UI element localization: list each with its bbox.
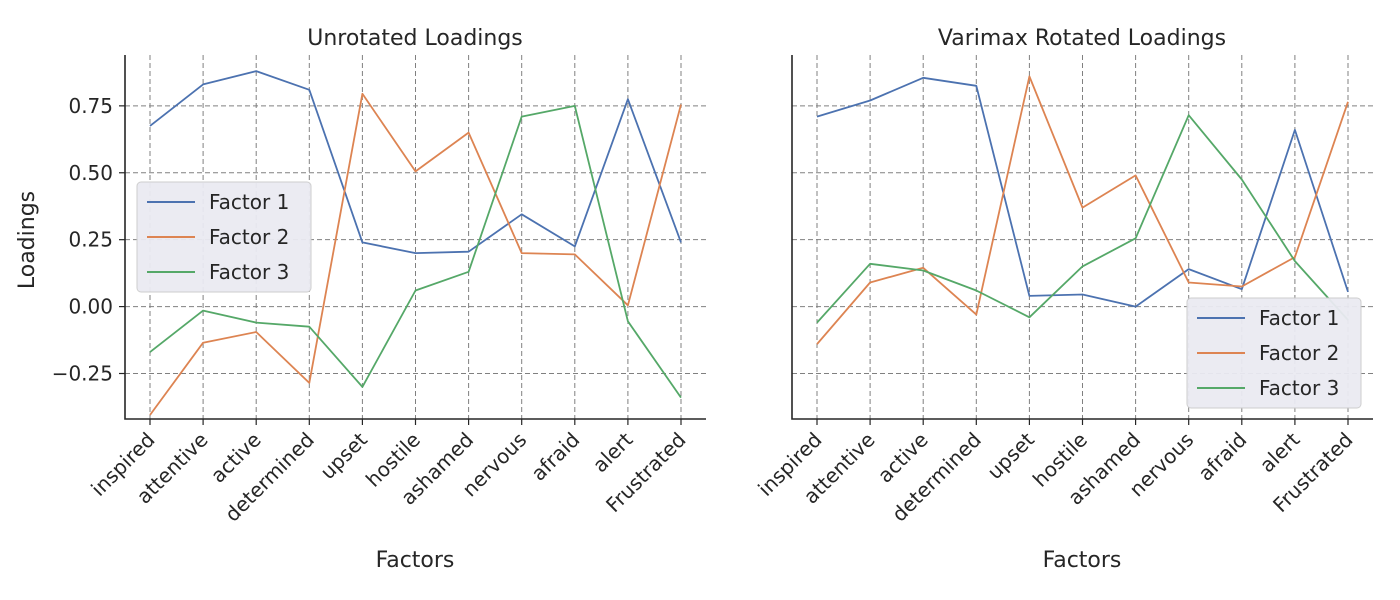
legend-label-factor-1: Factor 1 [1259, 306, 1339, 330]
y-tick-label: 0.00 [68, 295, 113, 319]
grid-lines [125, 55, 706, 419]
legend-label-factor-2: Factor 2 [1259, 341, 1339, 365]
legend-box [136, 181, 312, 293]
y-tick-label: 0.25 [68, 228, 113, 252]
unrotated-loadings-panel: Unrotated Loadings Factors Loadings −0.2… [15, 26, 706, 573]
x-tick-label-afraid: afraid [1193, 428, 1251, 486]
series-line-factor-3 [816, 114, 1349, 324]
y-tick-label: 0.75 [68, 94, 113, 118]
series-line-factor-1 [149, 70, 682, 255]
series-line-factor-1 [816, 76, 1349, 308]
unrotated-title: Unrotated Loadings [307, 26, 523, 51]
legend-box [1186, 297, 1362, 409]
legend-label-factor-1: Factor 1 [209, 190, 289, 214]
series-line-factor-2 [816, 75, 1349, 345]
legend: Factor 1 Factor 2 Factor 3 [136, 181, 312, 293]
y-tick-label: 0.50 [68, 161, 113, 185]
axis-spines [791, 55, 1373, 420]
axis-spines [124, 55, 706, 420]
varimax-title: Varimax Rotated Loadings [938, 26, 1226, 51]
legend-label-factor-2: Factor 2 [209, 225, 289, 249]
varimax-rotated-loadings-panel: Varimax Rotated Loadings Factors inspire… [753, 26, 1373, 573]
x-axis-label-right: Factors [1043, 548, 1122, 573]
series-line-factor-2 [149, 92, 682, 416]
x-tick-label-afraid: afraid [526, 428, 584, 486]
legend: Factor 1 Factor 2 Factor 3 [1186, 297, 1362, 409]
legend-label-factor-3: Factor 3 [209, 260, 289, 284]
series-line-factor-3 [149, 105, 682, 399]
y-tick-label: −0.25 [52, 362, 113, 386]
y-axis-label: Loadings [15, 191, 40, 289]
legend-label-factor-3: Factor 3 [1259, 376, 1339, 400]
x-axis-label-left: Factors [376, 548, 455, 573]
